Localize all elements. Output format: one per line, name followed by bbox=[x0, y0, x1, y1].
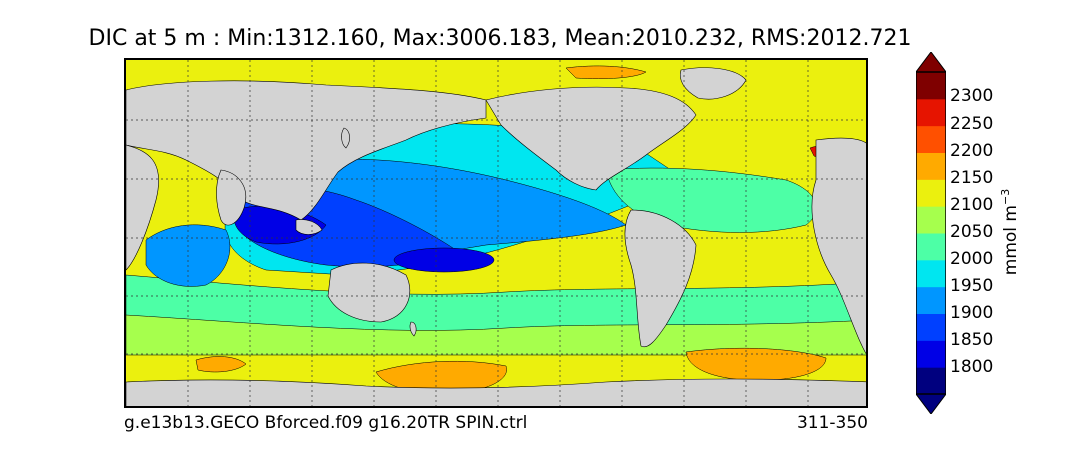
land-japan bbox=[341, 127, 350, 149]
colorbar-segment bbox=[916, 340, 946, 368]
colorbar-tick-2050: 2050 bbox=[950, 222, 994, 242]
colorbar-segment bbox=[916, 72, 946, 100]
case-name-label: g.e13b13.GECO Bforced.f09 g16.20TR SPIN.… bbox=[124, 413, 528, 433]
land-antarctica bbox=[126, 378, 866, 406]
colorbar-unit-exponent: −3 bbox=[999, 188, 1013, 205]
year-range-label: 311-350 bbox=[796, 413, 868, 433]
colorbar-segment bbox=[916, 98, 946, 127]
colorbar-segment bbox=[916, 125, 946, 153]
colorbar-segment bbox=[916, 152, 946, 180]
land-australia bbox=[327, 262, 411, 323]
colorbar-bottom-arrow bbox=[916, 393, 946, 414]
colorbar-tick-2300: 2300 bbox=[950, 86, 994, 106]
colorbar-tick-1800: 1800 bbox=[950, 357, 994, 377]
colorbar-segment bbox=[916, 367, 946, 395]
graticule bbox=[126, 60, 866, 406]
colorbar-segment bbox=[916, 259, 946, 288]
plot-title: DIC at 5 m : Min:1312.160, Max:3006.183,… bbox=[88, 26, 912, 51]
colorbar-tick-1950: 1950 bbox=[950, 276, 994, 296]
colorbar-unit-label: mmol m−3 bbox=[999, 189, 1021, 275]
land-africa bbox=[811, 137, 866, 355]
colorbar-segment bbox=[916, 313, 946, 341]
colorbar-unit-main: mmol m bbox=[1000, 205, 1021, 276]
ocean-band-2150-south-2 bbox=[685, 347, 827, 381]
colorbar-segment bbox=[916, 206, 946, 234]
colorbar-tick-2250: 2250 bbox=[950, 114, 994, 134]
land-africa-west bbox=[126, 144, 159, 271]
colorbar-top-arrow bbox=[916, 52, 946, 73]
ocean-band-2150-south-3 bbox=[195, 356, 247, 373]
land-maritime-se-asia bbox=[295, 219, 323, 235]
land-masses bbox=[126, 67, 866, 406]
colorbar-outline bbox=[916, 71, 946, 395]
land-north-america bbox=[485, 86, 697, 191]
colorbar-tick-2200: 2200 bbox=[950, 141, 994, 161]
land-eurasia bbox=[126, 80, 487, 221]
colorbar-segment bbox=[916, 179, 946, 207]
dic-map bbox=[126, 60, 866, 406]
colorbar-tick-2000: 2000 bbox=[950, 249, 994, 269]
colorbar-segment bbox=[916, 286, 946, 314]
colorbar-segment bbox=[916, 233, 946, 261]
colorbar-tick-1900: 1900 bbox=[950, 303, 994, 323]
land-south-america bbox=[624, 209, 697, 348]
map-panel bbox=[124, 58, 868, 408]
ocean-band-1850-central-pacific bbox=[393, 247, 495, 273]
colorbar bbox=[916, 52, 946, 414]
colorbar-segments bbox=[916, 72, 946, 395]
land-india bbox=[216, 169, 246, 226]
land-new-zealand bbox=[409, 321, 417, 337]
colorbar-tick-1850: 1850 bbox=[950, 330, 994, 350]
ocean-band-2200-north bbox=[565, 65, 647, 79]
colorbar-tick-2150: 2150 bbox=[950, 168, 994, 188]
colorbar-tick-2100: 2100 bbox=[950, 195, 994, 215]
land-greenland bbox=[679, 67, 747, 100]
